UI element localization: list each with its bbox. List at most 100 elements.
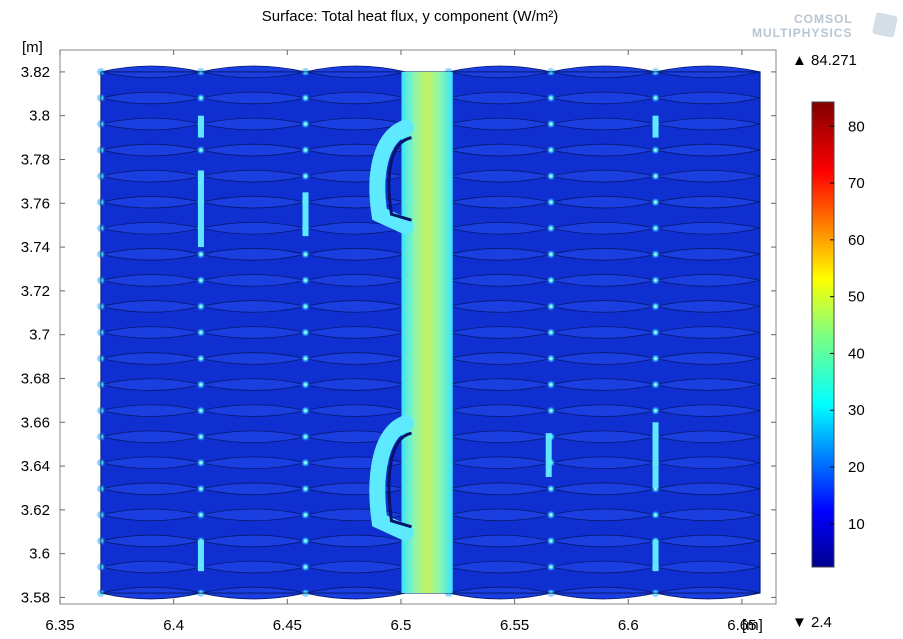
junction-hotspot [196, 249, 206, 259]
y-tick-label: 3.82 [21, 64, 50, 81]
junction-hotspot [196, 380, 206, 390]
colorbar-tick-label: 20 [848, 459, 865, 476]
junction-hotspot [196, 510, 206, 520]
y-tick-label: 3.8 [29, 108, 50, 125]
y-tick-label: 3.7 [29, 327, 50, 344]
y-tick-label: 3.72 [21, 283, 50, 300]
channel-bend [369, 415, 414, 541]
junction-hotspot [196, 406, 206, 416]
junction-hotspot [300, 510, 310, 520]
junction-hotspot [546, 171, 556, 181]
flux-bar [302, 192, 309, 237]
logo-line1: COMSOL [794, 12, 853, 26]
colorbar-max-value: 84.271 [811, 52, 857, 69]
junction-hotspot [196, 432, 206, 442]
colorbar-tick-label: 80 [848, 118, 865, 135]
junction-hotspot [300, 432, 310, 442]
y-tick-label: 3.76 [21, 195, 50, 212]
channel-bend-inner [387, 431, 412, 529]
junction-hotspot [300, 406, 310, 416]
junction-hotspot [300, 93, 310, 103]
junction-hotspot [300, 275, 310, 285]
junction-hotspot [546, 197, 556, 207]
y-tick-label: 3.6 [29, 546, 50, 563]
junction-hotspot [196, 327, 206, 337]
junction-hotspot [196, 458, 206, 468]
junction-hotspot [546, 223, 556, 233]
junction-hotspot [651, 380, 661, 390]
junction-hotspot [300, 484, 310, 494]
junction-hotspot [651, 197, 661, 207]
junction-hotspot [546, 510, 556, 520]
colorbar-min-label: ▼ 2.4 [792, 614, 832, 631]
junction-hotspot [546, 275, 556, 285]
junction-hotspot [651, 406, 661, 416]
junction-hotspot [300, 327, 310, 337]
x-tick-label: 6.6 [618, 617, 639, 634]
junction-hotspot [300, 145, 310, 155]
junction-hotspot [300, 562, 310, 572]
x-tick-label: 6.4 [163, 617, 184, 634]
junction-hotspot [651, 249, 661, 259]
y-tick-label: 3.62 [21, 502, 50, 519]
junction-hotspot [546, 406, 556, 416]
junction-hotspot [300, 380, 310, 390]
junction-hotspot [546, 327, 556, 337]
x-tick-label: 6.5 [391, 617, 412, 634]
junction-hotspot [196, 93, 206, 103]
junction-hotspot [651, 223, 661, 233]
junction-hotspot [546, 301, 556, 311]
junction-hotspot [196, 301, 206, 311]
junction-hotspot [546, 562, 556, 572]
junction-hotspot [651, 145, 661, 155]
junction-hotspot [196, 145, 206, 155]
junction-hotspot [651, 171, 661, 181]
junction-hotspot [300, 171, 310, 181]
x-axis-label: [m] [742, 617, 763, 634]
colorbar-tick-label: 50 [848, 289, 865, 306]
colorbar-max-label: ▲ 84.271 [792, 52, 857, 69]
junction-hotspot [546, 484, 556, 494]
channel-bend [369, 119, 414, 235]
junction-hotspot [300, 536, 310, 546]
field-layer [96, 65, 761, 600]
junction-hotspot [651, 93, 661, 103]
junction-hotspot [546, 145, 556, 155]
junction-hotspot [651, 510, 661, 520]
junction-hotspot [546, 380, 556, 390]
colorbar-tick-label: 60 [848, 232, 865, 249]
junction-hotspot [300, 354, 310, 364]
colorbar-min-value: 2.4 [811, 614, 832, 631]
y-tick-label: 3.66 [21, 414, 50, 431]
junction-hotspot [651, 275, 661, 285]
y-tick-label: 3.74 [21, 239, 50, 256]
y-tick-label: 3.78 [21, 151, 50, 168]
flux-bar [652, 422, 659, 488]
hot-channel [401, 71, 453, 594]
junction-hotspot [196, 275, 206, 285]
colorbar-tick-label: 40 [848, 345, 865, 362]
flux-bar [652, 115, 659, 138]
channel-bend-inner [387, 136, 412, 222]
flux-bar [197, 115, 204, 138]
flux-bar [652, 540, 659, 572]
x-tick-label: 6.55 [500, 617, 529, 634]
junction-hotspot [651, 354, 661, 364]
junction-hotspot [300, 301, 310, 311]
flux-bar [545, 433, 552, 477]
junction-hotspot [196, 354, 206, 364]
colorbar-layer: 10 20 30 40 50 60 70 80 [811, 101, 865, 568]
x-tick-label: 6.65 [727, 617, 756, 634]
colorbar-tick-label: 30 [848, 402, 865, 419]
flux-bar [197, 540, 204, 572]
junction-hotspot [546, 119, 556, 129]
flux-bar [197, 170, 204, 248]
junction-hotspot [196, 484, 206, 494]
junction-hotspot [300, 249, 310, 259]
chart-title: Surface: Total heat flux, y component (W… [261, 8, 559, 25]
comsol-logo: COMSOL MULTIPHYSICS [752, 10, 902, 50]
logo-line2: MULTIPHYSICS [752, 26, 853, 40]
junction-hotspot [651, 327, 661, 337]
